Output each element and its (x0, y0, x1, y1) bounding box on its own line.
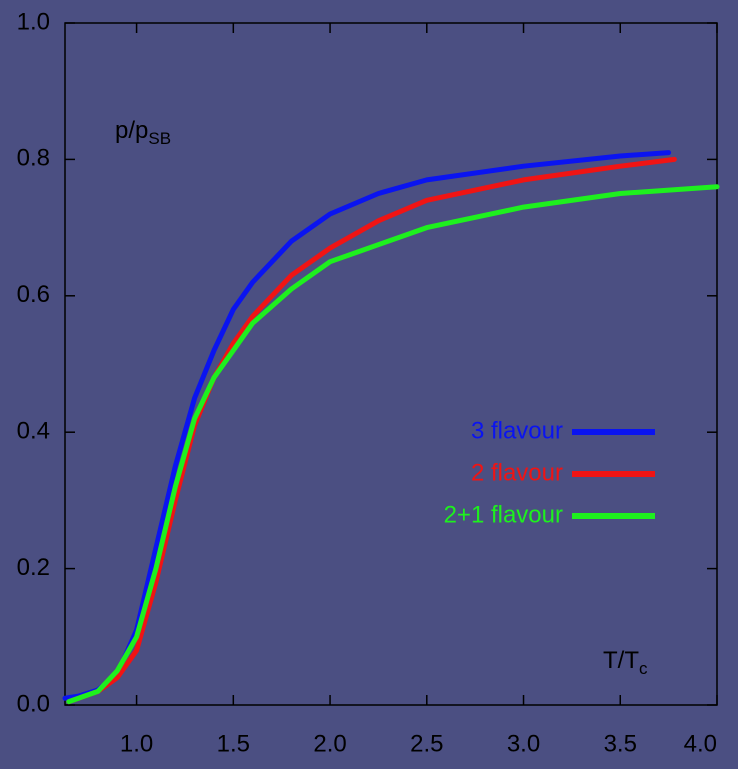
y-tick-label: 0.8 (17, 145, 50, 172)
x-tick-label: 3.5 (604, 730, 637, 757)
x-tick-label: 3.0 (507, 730, 540, 757)
y-tick-label: 1.0 (17, 8, 50, 35)
y-tick-label: 0.6 (17, 281, 50, 308)
legend-label: 2 flavour (471, 459, 563, 486)
x-axis-label: T/Tc (603, 647, 648, 678)
y-axis-label: p/pSB (115, 117, 171, 148)
y-tick-label: 0.2 (17, 554, 50, 581)
legend-label: 3 flavour (471, 417, 563, 444)
series-line (66, 184, 720, 705)
legend-label: 2+1 flavour (444, 501, 563, 528)
plot-frame (64, 22, 718, 706)
x-tick-label: 1.5 (217, 730, 250, 757)
series-line (66, 156, 677, 705)
x-tick-label: 2.5 (410, 730, 443, 757)
y-tick-label: 0.0 (17, 690, 50, 717)
y-tick-label: 0.4 (17, 418, 50, 445)
x-tick-label: 2.0 (313, 730, 346, 757)
x-tick-label: 1.0 (120, 730, 153, 757)
x-tick-label: 4.0 (684, 730, 717, 757)
series-line (62, 150, 672, 701)
